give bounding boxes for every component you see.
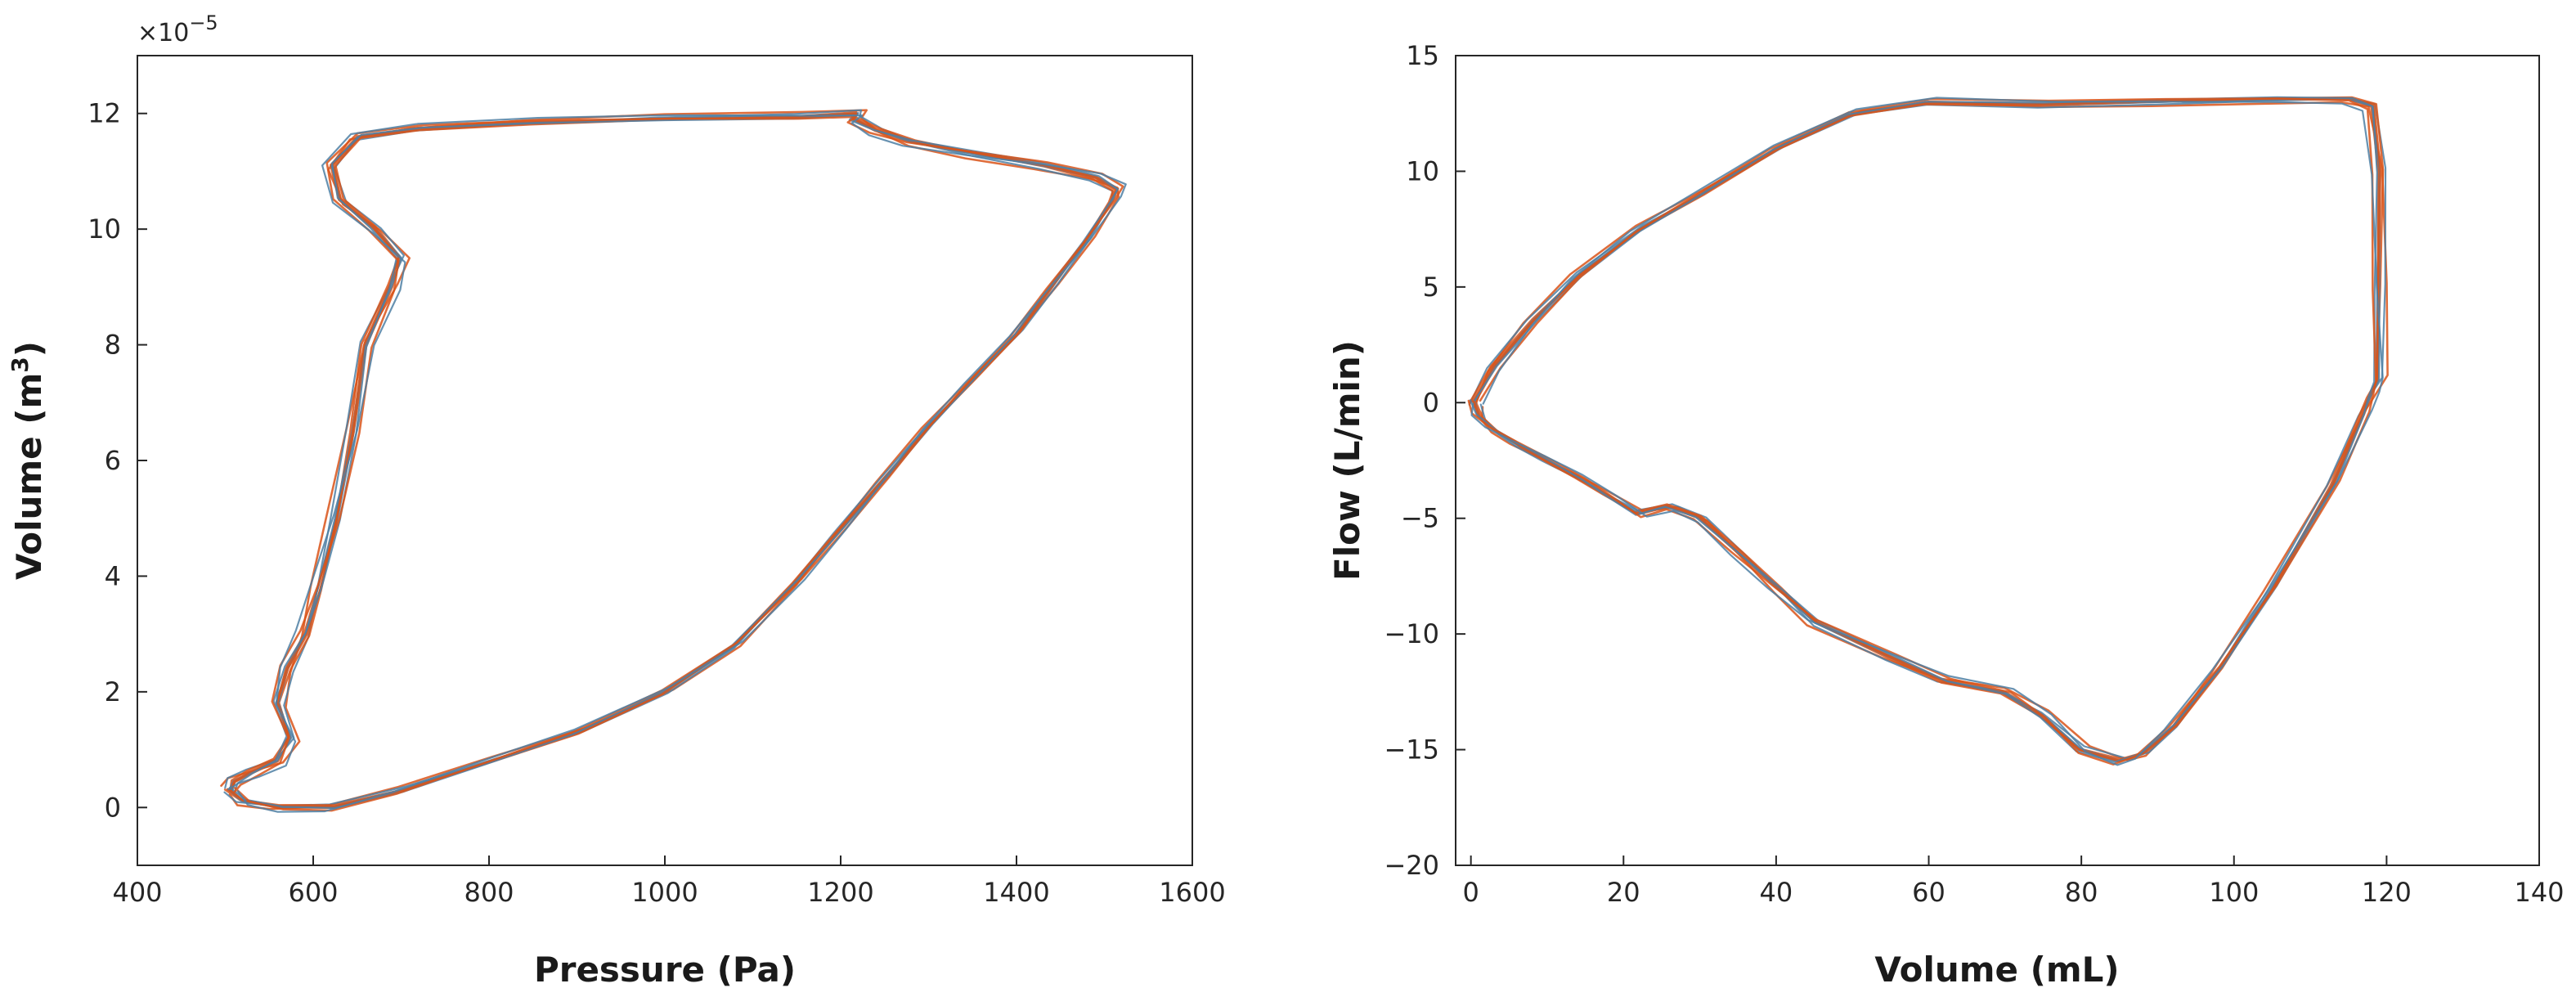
y-axis-multiplier-exponent: −5 — [189, 11, 218, 34]
flow-axis-label: Flow (L/min) — [1327, 340, 1367, 581]
volume-flow-loop-6 — [1473, 98, 2381, 762]
volume-axis-label-base: Volume (m — [9, 373, 49, 580]
volume-flow-x-tick-label: 140 — [2514, 877, 2564, 908]
pressure-volume-y-tick-label: 0 — [105, 792, 121, 823]
volume-flow-x-tick-label: 120 — [2362, 877, 2412, 908]
volume-flow-loop-3 — [1469, 96, 2385, 761]
volume-flow-x-tick-label: 80 — [2065, 877, 2098, 908]
pressure-volume-x-tick-label: 600 — [288, 877, 338, 908]
pressure-volume-x-tick-label: 1000 — [631, 877, 698, 908]
volume-flow-ticks: 0 20 40 60 80 100 120 140 −20 −15 −10 −5 0 5 10 15 — [1384, 40, 2564, 908]
volume-flow-y-tick-label: −10 — [1384, 618, 1439, 649]
pressure-volume-x-tick-label: 1600 — [1159, 877, 1225, 908]
pressure-volume-ticks: 400 600 800 1000 1200 1400 1600 0 2 4 6 8 10 12 — [88, 98, 1225, 908]
volume-flow-y-tick-label: −5 — [1401, 503, 1439, 534]
volume-flow-y-tick-label: 5 — [1423, 272, 1439, 303]
volume-flow-y-tick-label: −20 — [1384, 850, 1439, 881]
volume-flow-loop-4 — [1472, 97, 2381, 762]
volume-flow-y-tick-label: 15 — [1406, 40, 1439, 71]
volume-flow-loop-10 — [1470, 97, 2384, 766]
volume-flow-x-tick-label: 60 — [1912, 877, 1945, 908]
pressure-volume-x-tick-label: 400 — [112, 877, 162, 908]
volume-flow-x-tick-label: 0 — [1462, 877, 1479, 908]
y-axis-multiplier-base: ×10 — [137, 19, 189, 47]
pressure-volume-y-tick-label: 4 — [105, 560, 121, 591]
pressure-volume-x-tick-label: 1400 — [983, 877, 1049, 908]
volume-flow-x-tick-label: 20 — [1607, 877, 1640, 908]
volume-flow-y-tick-label: 0 — [1423, 387, 1439, 418]
pressure-volume-y-tick-label: 10 — [88, 213, 121, 245]
pressure-volume-chart: 400 600 800 1000 1200 1400 1600 0 2 4 6 8 10 12 Press… — [7, 11, 1226, 990]
volume-flow-loop-5 — [1472, 98, 2380, 763]
pressure-volume-y-tick-label: 6 — [105, 445, 121, 476]
pressure-volume-x-tick-label: 800 — [464, 877, 514, 908]
volume-ml-axis-label: Volume (mL) — [1874, 950, 2119, 990]
pressure-volume-plot-frame — [137, 55, 1193, 866]
volume-axis-label-end: ) — [9, 341, 49, 357]
volume-flow-loop-9 — [1467, 97, 2377, 766]
pressure-volume-y-tick-label: 12 — [88, 98, 121, 129]
volume-flow-loop-8 — [1469, 96, 2378, 763]
pressure-volume-y-tick-label: 8 — [105, 330, 121, 361]
volume-flow-y-tick-label: −15 — [1384, 734, 1439, 766]
pressure-volume-loop-7 — [226, 112, 1117, 808]
pressure-volume-y-tick-label: 2 — [105, 676, 121, 707]
volume-flow-chart: 0 20 40 60 80 100 120 140 −20 −15 −10 −5 0 5 10 15 Volu… — [1327, 40, 2565, 990]
volume-flow-loop-1 — [1474, 101, 2389, 761]
volume-flow-loop-2 — [1468, 97, 2387, 759]
pressure-volume-loops — [220, 109, 1127, 813]
volume-flow-x-tick-label: 40 — [1760, 877, 1793, 908]
pressure-axis-label: Pressure (Pa) — [534, 950, 796, 990]
volume-flow-loop-7 — [1471, 97, 2382, 761]
volume-flow-x-tick-label: 100 — [2209, 877, 2259, 908]
volume-flow-y-tick-label: 10 — [1406, 155, 1439, 186]
volume-flow-plot-frame — [1455, 55, 2540, 866]
volume-axis-label: Volume (m3) — [7, 341, 49, 580]
pressure-volume-x-tick-label: 1200 — [807, 877, 873, 908]
volume-axis-label-superscript: 3 — [7, 357, 34, 372]
pressure-volume-loop-10 — [227, 114, 1127, 813]
volume-flow-loops — [1467, 96, 2389, 766]
y-axis-multiplier: ×10−5 — [137, 11, 218, 47]
